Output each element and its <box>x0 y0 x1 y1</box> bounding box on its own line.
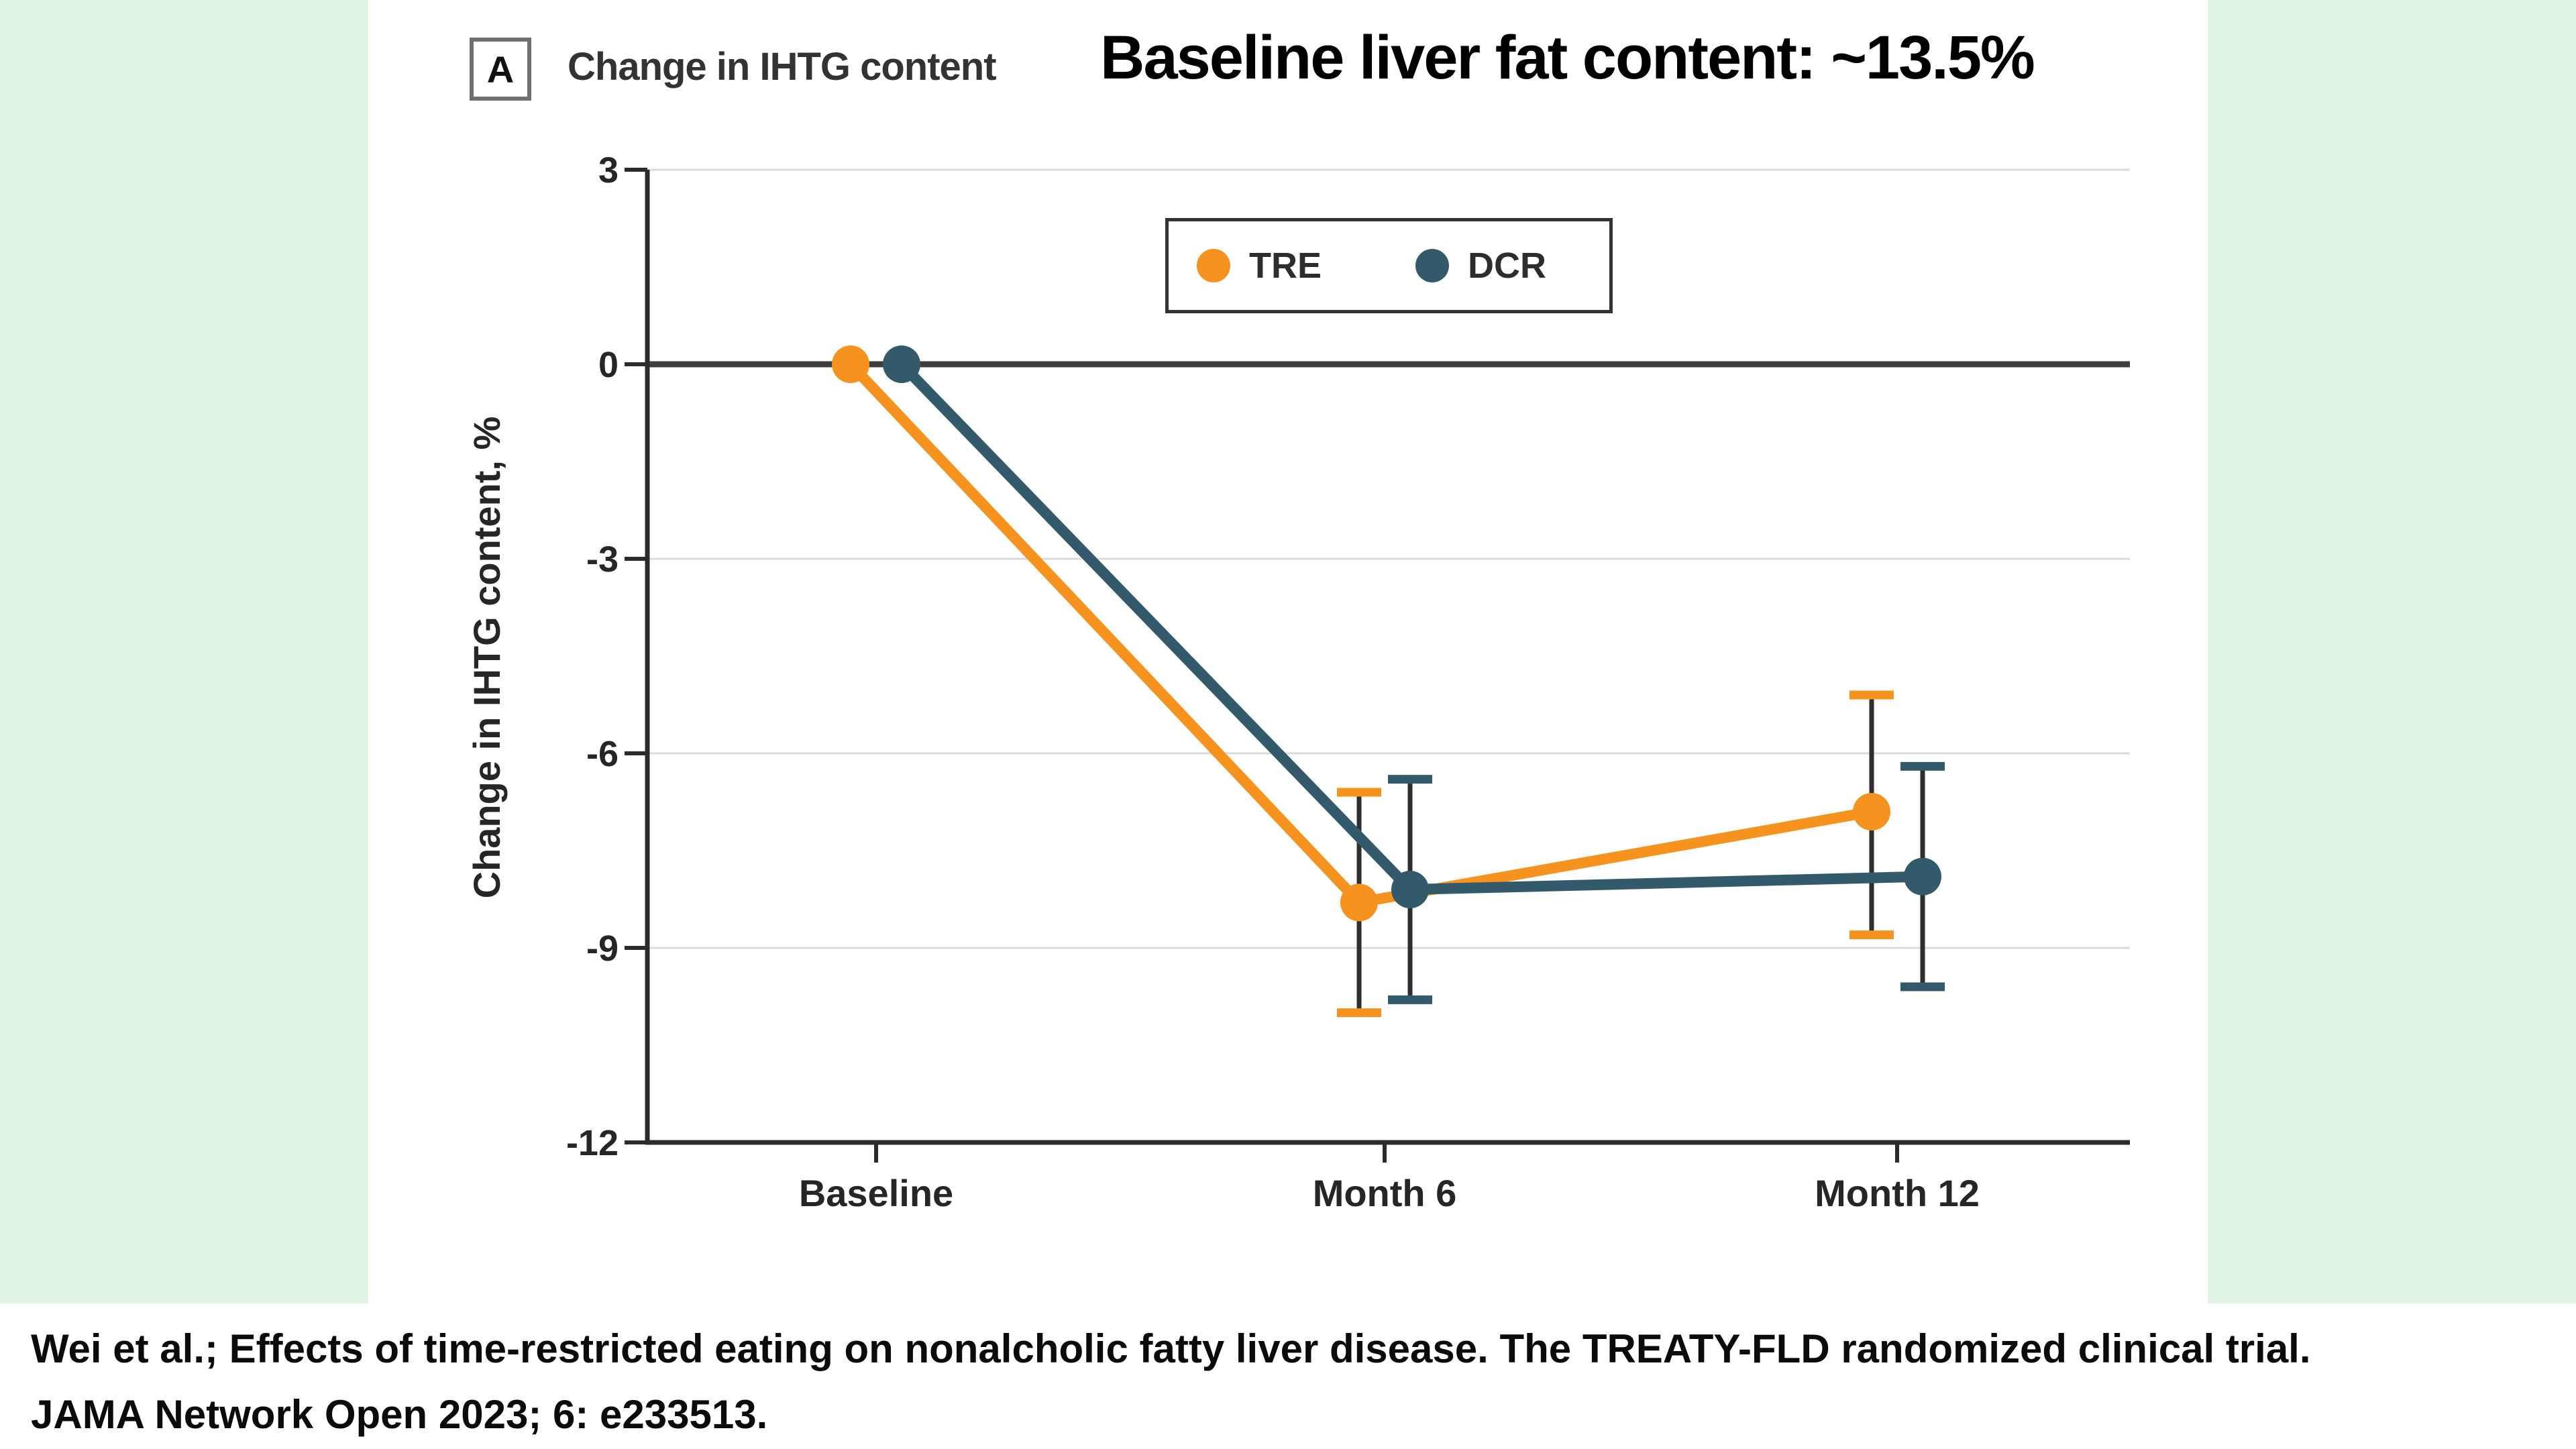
y-tick-label--3: -3 <box>586 539 619 580</box>
data-point-tre-1 <box>1340 883 1378 922</box>
citation-line-2: JAMA Network Open 2023; 6: e233513. <box>31 1392 768 1437</box>
data-point-dcr-0 <box>883 345 920 383</box>
data-point-tre-0 <box>832 345 869 383</box>
line-chart: 3 0 -3 -6 -9 -12 Change in IHTG content, % Base… <box>466 150 2130 1214</box>
y-tick-label-0: 0 <box>598 345 619 385</box>
data-point-dcr-2 <box>1904 857 1941 896</box>
x-axis: Baseline Month 6 Month 12 <box>645 1140 2130 1214</box>
data-point-tre-2 <box>1853 793 1890 830</box>
citation: Wei et al.; Effects of time-restricted e… <box>31 1316 2553 1448</box>
legend-item-dcr: DCR <box>1415 245 1546 286</box>
legend-label-tre: TRE <box>1249 246 1322 286</box>
x-tick-label-baseline: Baseline <box>799 1172 953 1214</box>
y-axis: 3 0 -3 -6 -9 -12 Change in IHTG content, % <box>466 150 650 1163</box>
y-tick-label--6: -6 <box>586 734 619 774</box>
y-tick-label-3: 3 <box>598 150 619 191</box>
citation-line-1: Wei et al.; Effects of time-restricted e… <box>31 1326 2311 1371</box>
y-axis-title: Change in IHTG content, % <box>466 417 508 899</box>
data-points-tre <box>832 345 1890 922</box>
x-tick-label-month-12: Month 12 <box>1815 1172 1980 1214</box>
data-point-dcr-1 <box>1391 871 1429 908</box>
figure-panel <box>368 0 2208 1303</box>
panel-label: A <box>486 48 515 91</box>
data-points-dcr <box>883 345 1941 908</box>
panel-header: Change in IHTG content <box>568 45 997 89</box>
x-tick-label-month-6: Month 6 <box>1313 1172 1457 1214</box>
y-tick-label--9: -9 <box>586 928 619 969</box>
tre-legend-dot-icon <box>1197 249 1230 282</box>
y-tick-label--12: -12 <box>566 1123 619 1163</box>
legend-item-tre: TRE <box>1197 245 1322 286</box>
legend-label-dcr: DCR <box>1468 246 1546 286</box>
panel-label-box: A <box>470 38 531 101</box>
dcr-legend-dot-icon <box>1415 249 1449 282</box>
figure-title: Baseline liver fat content: ~13.5% <box>1100 23 2035 92</box>
chart-legend: TRE DCR <box>1165 218 1613 313</box>
